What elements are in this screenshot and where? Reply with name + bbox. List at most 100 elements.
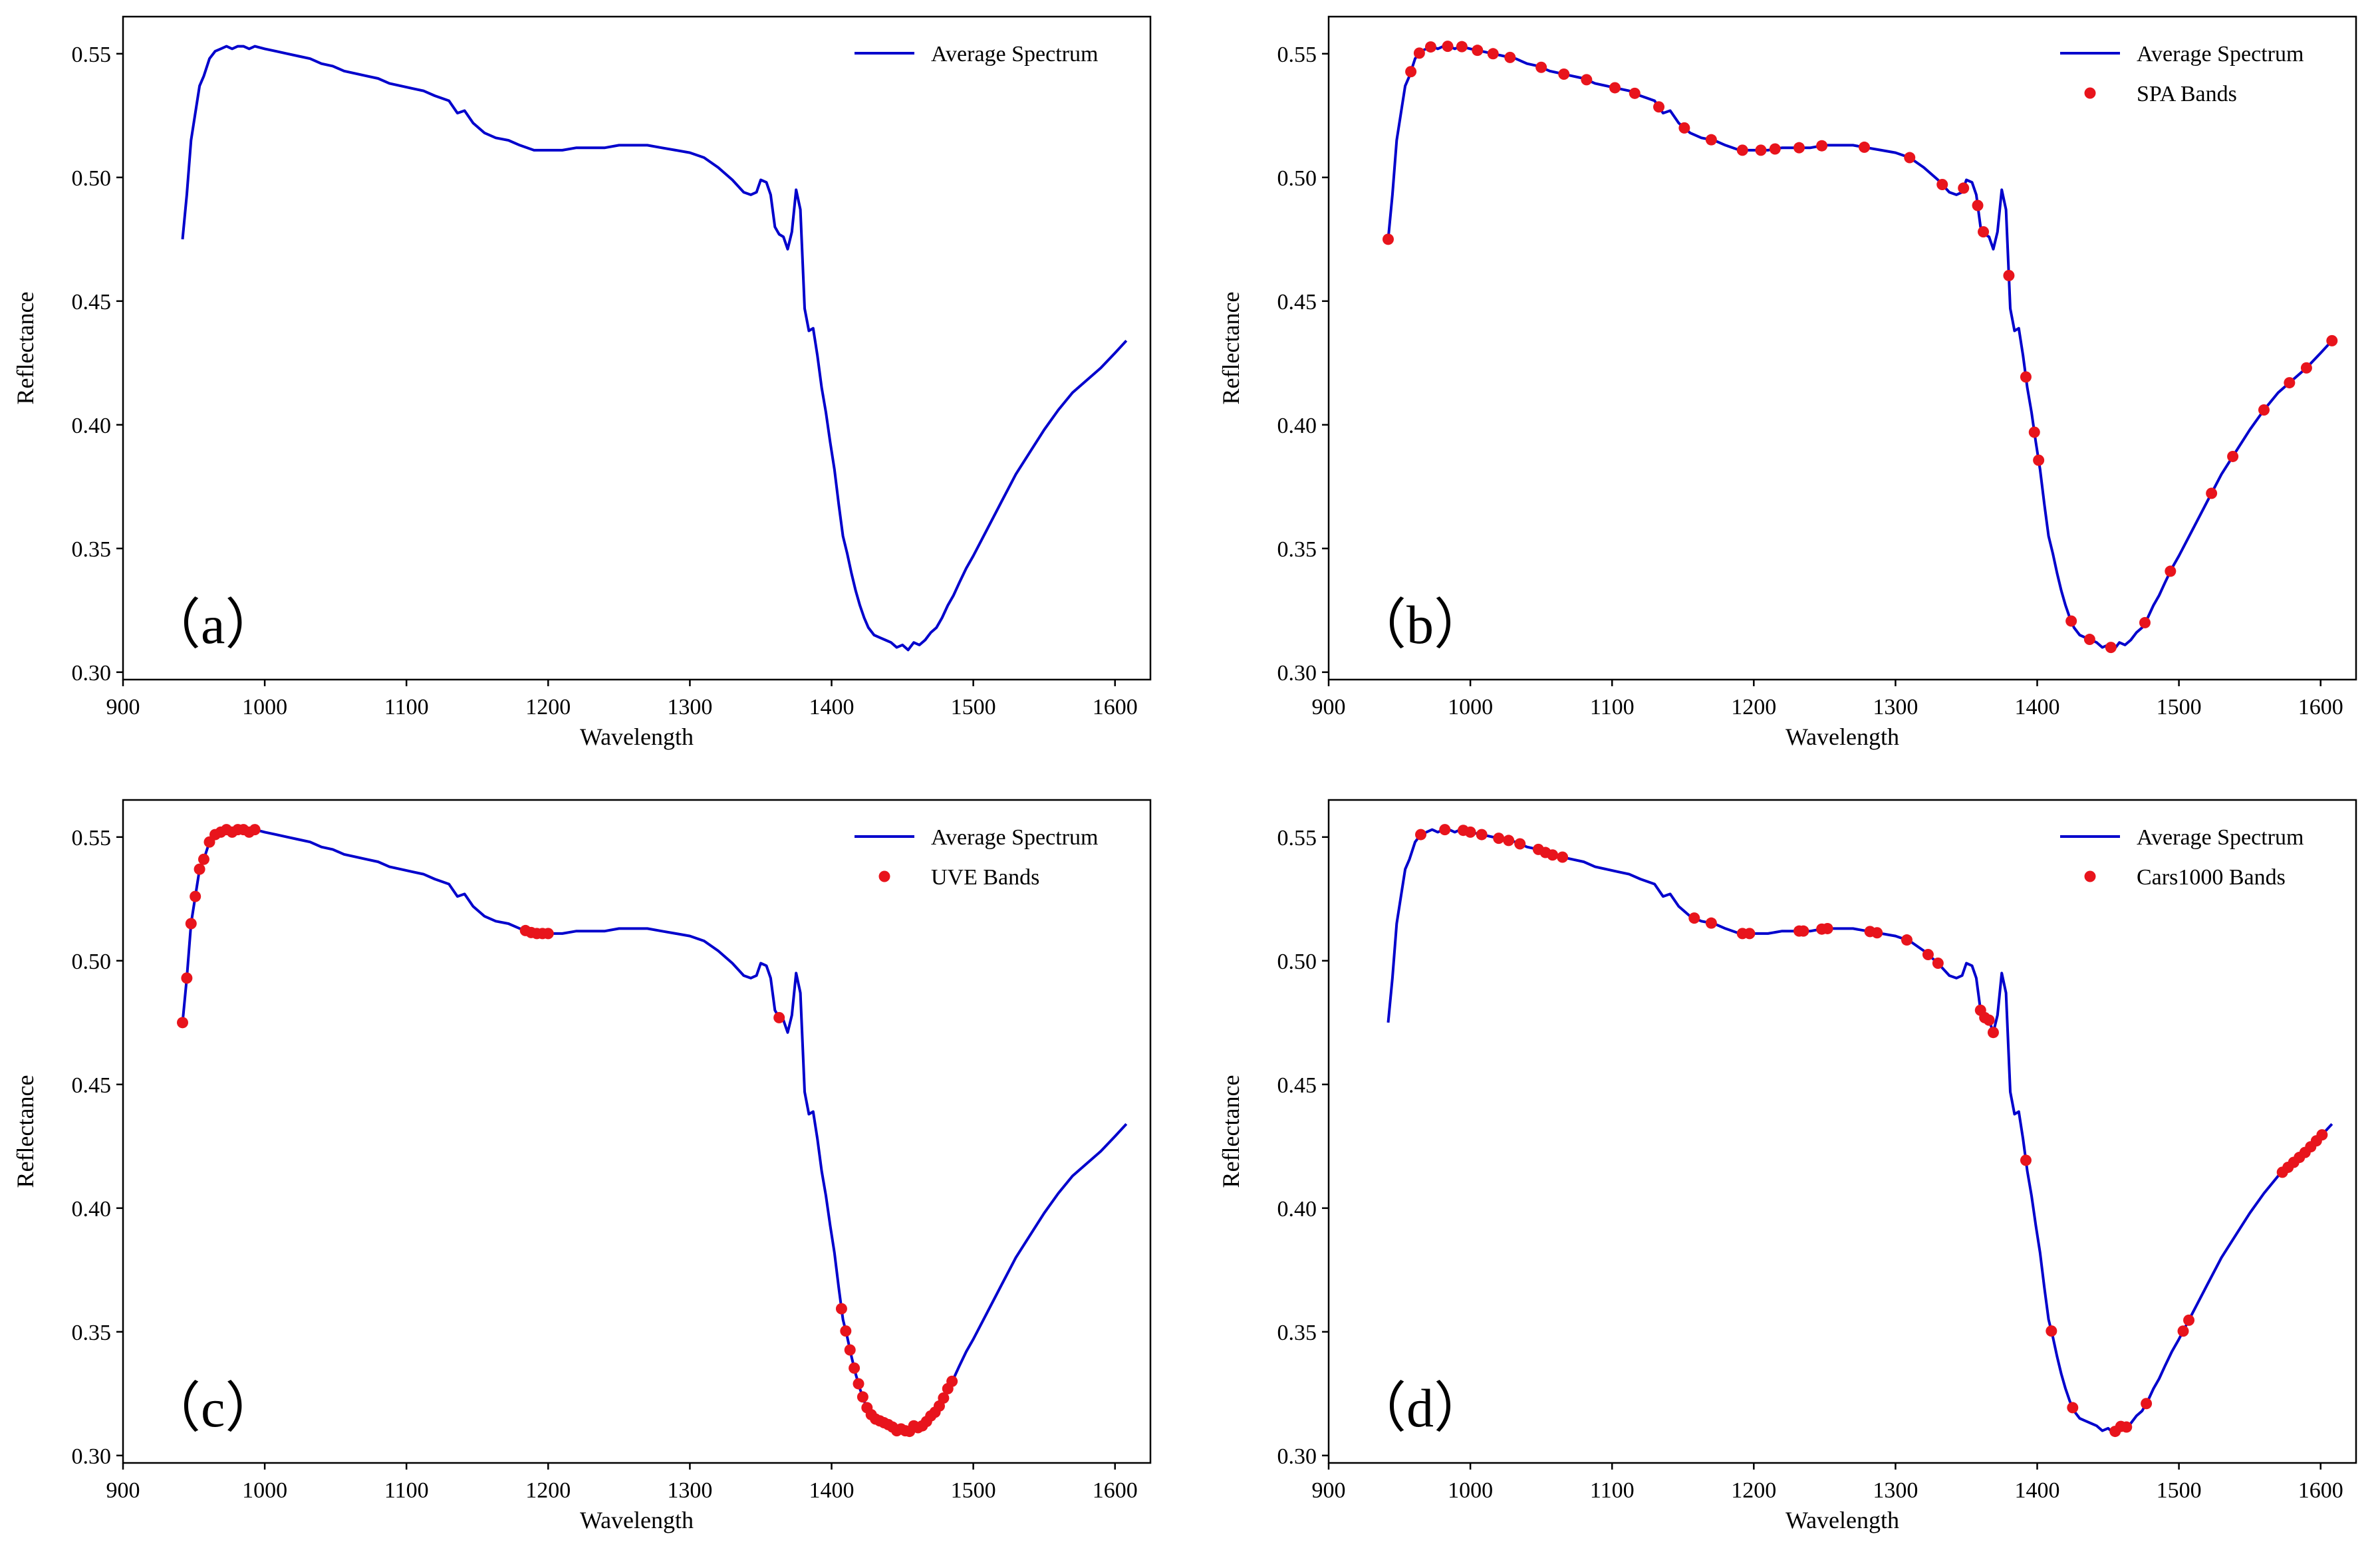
legend-entry: Cars1000 Bands (2137, 865, 2286, 890)
band-marker (1504, 51, 1516, 63)
band-marker (1415, 829, 1427, 841)
panel-label: （c） (146, 1378, 279, 1438)
y-tick-label: 0.55 (1277, 43, 1317, 67)
y-tick-label: 0.30 (72, 1444, 112, 1469)
panel-label: （a） (146, 594, 279, 655)
band-marker (1476, 829, 1488, 841)
band-marker (1769, 143, 1781, 155)
band-marker (1653, 101, 1665, 113)
band-marker (1383, 233, 1394, 245)
x-tick-label: 1500 (2157, 1478, 2202, 1503)
band-marker (190, 890, 201, 902)
x-axis-label: Wavelength (1785, 1507, 1899, 1533)
band-marker (849, 1362, 860, 1374)
y-tick-label: 0.30 (1277, 1444, 1317, 1469)
x-tick-label: 900 (1312, 1478, 1346, 1503)
y-tick-label: 0.50 (1277, 950, 1317, 974)
x-tick-label: 1300 (1873, 695, 1918, 719)
band-marker (1744, 928, 1756, 940)
x-tick-label: 900 (106, 695, 140, 719)
band-marker (1464, 826, 1476, 838)
chart-panel-2: 900 1000 1100 1200 1300 1400 1500 1600 0.30 0.35 0… (1218, 15, 2357, 750)
band-marker (1503, 835, 1515, 847)
band-marker (2105, 642, 2117, 654)
band-marker (2141, 1398, 2153, 1410)
y-tick-label: 0.40 (72, 414, 112, 438)
legend-entry: Average Spectrum (931, 42, 1098, 66)
x-tick-label: 1400 (809, 1478, 855, 1503)
band-marker (1821, 922, 1833, 934)
x-tick-label: 1600 (2298, 695, 2343, 719)
band-marker (2046, 1325, 2057, 1337)
y-tick-label: 0.55 (72, 43, 112, 67)
band-marker (2020, 371, 2032, 383)
y-tick-label: 0.50 (1277, 166, 1317, 191)
y-tick-label: 0.55 (72, 826, 112, 850)
band-marker (1932, 958, 1944, 970)
x-tick-label: 1200 (1731, 1478, 1776, 1503)
band-marker (1547, 849, 1559, 861)
x-tick-label: 1200 (1731, 695, 1776, 719)
band-marker (773, 1011, 785, 1023)
x-tick-label: 1100 (384, 695, 429, 719)
band-marker (1736, 144, 1748, 156)
legend-entry: UVE Bands (931, 865, 1039, 890)
x-tick-label: 1100 (1590, 695, 1635, 719)
x-tick-label: 1200 (525, 1478, 571, 1503)
band-marker (2206, 487, 2218, 499)
band-marker (1558, 68, 1570, 80)
band-marker (2003, 269, 2015, 281)
y-tick-label: 0.55 (1277, 826, 1317, 850)
x-tick-label: 1500 (951, 1478, 996, 1503)
x-tick-label: 1500 (2157, 695, 2202, 719)
y-tick-label: 0.35 (1277, 537, 1317, 562)
band-marker (1557, 851, 1569, 863)
band-marker (2065, 615, 2077, 627)
band-marker (857, 1391, 868, 1403)
band-marker (1922, 949, 1934, 961)
plot-frame (122, 15, 1152, 681)
legend-marker-swatch (2084, 87, 2096, 99)
y-tick-label: 0.35 (72, 537, 112, 562)
band-marker (185, 918, 197, 930)
y-axis-label: Reflectance (12, 292, 39, 405)
plot-frame (122, 799, 1152, 1464)
band-marker (2033, 454, 2045, 466)
panel-label: （b） (1352, 594, 1488, 655)
band-marker (1958, 182, 1970, 194)
band-marker (2177, 1325, 2189, 1337)
band-marker (1871, 927, 1883, 939)
band-marker (1405, 66, 1417, 78)
legend-entry: Average Spectrum (2137, 825, 2304, 850)
x-axis-label: Wavelength (580, 723, 694, 750)
band-marker (2067, 1402, 2079, 1414)
band-marker (1688, 912, 1700, 924)
y-tick-label: 0.35 (1277, 1321, 1317, 1345)
plot-frame (1327, 15, 2357, 681)
y-tick-label: 0.40 (1277, 1197, 1317, 1222)
legend-marker-swatch (878, 870, 890, 882)
band-marker (1816, 140, 1828, 152)
band-marker (1797, 925, 1809, 937)
band-marker (1793, 142, 1805, 154)
band-marker (938, 1392, 950, 1404)
legend-entry: Average Spectrum (931, 825, 1098, 850)
y-tick-label: 0.45 (72, 1073, 112, 1098)
legend-marker-swatch (2084, 870, 2096, 882)
band-marker (1705, 917, 1717, 929)
band-marker (2227, 450, 2239, 462)
y-tick-label: 0.45 (72, 290, 112, 315)
y-tick-label: 0.40 (1277, 414, 1317, 438)
x-axis-label: Wavelength (1785, 723, 1899, 750)
band-marker (1413, 47, 1425, 59)
band-marker (1755, 144, 1767, 156)
band-marker (2121, 1421, 2133, 1433)
x-tick-label: 900 (106, 1478, 140, 1503)
band-marker (2300, 362, 2312, 374)
x-tick-label: 1000 (242, 695, 287, 719)
band-marker (1442, 41, 1454, 53)
band-marker (1678, 122, 1690, 134)
band-marker (1609, 82, 1621, 94)
band-marker (1535, 61, 1547, 73)
band-marker (181, 972, 193, 984)
